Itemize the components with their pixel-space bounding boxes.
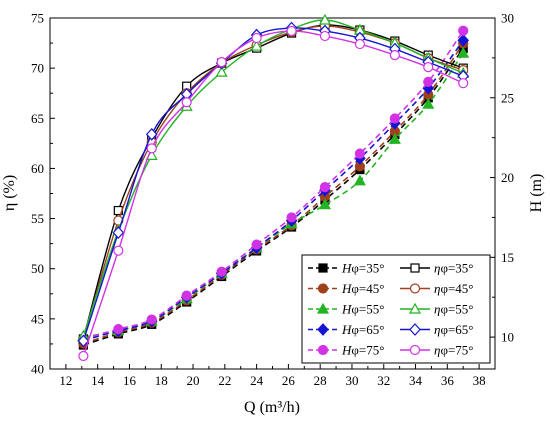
y-left-tick-label: 45 [31, 311, 44, 326]
head-point-4 [251, 239, 262, 250]
ticks-layer: 12 14 16 18 20 22 24 26 28 30 32 34 36 38 40 45 50 55 60 65… [31, 11, 514, 389]
head-point-2 [457, 46, 470, 58]
y-left-tick-label: 70 [31, 61, 44, 76]
eff-point-4 [216, 57, 227, 68]
eff-point-4 [78, 350, 89, 362]
eff-point-3 [145, 127, 158, 141]
eff-point-4 [251, 32, 262, 44]
y-right-tick-label: 15 [501, 250, 514, 265]
head-point-4 [319, 182, 331, 193]
legend-label-head-2: Hφ=55° [341, 302, 384, 317]
y-right-tick-label: 20 [501, 170, 514, 185]
eff-point-4 [146, 143, 157, 154]
x-tick-label: 30 [345, 373, 358, 388]
head-point-4 [458, 25, 469, 36]
x-tick-label: 34 [409, 373, 423, 388]
head-line-3 [83, 39, 464, 342]
x-tick-label: 14 [91, 373, 105, 388]
y-left-tick-label: 65 [31, 111, 44, 126]
x-tick-label: 36 [441, 373, 455, 388]
eff-point-4 [354, 38, 366, 50]
eff-point-4 [286, 25, 297, 37]
head-point-4 [216, 266, 227, 277]
series-layer [77, 13, 470, 362]
legend-marker-eff-4 [409, 344, 421, 356]
x-tick-label: 20 [187, 373, 200, 388]
head-point-2 [388, 133, 401, 144]
legend-label-eff-4: ηφ=75° [434, 343, 474, 358]
eff-point-3 [112, 226, 125, 240]
y-left-tick-label: 40 [31, 362, 44, 377]
legend-marker-eff-1 [409, 283, 421, 294]
head-point-4 [146, 314, 157, 325]
legend-marker-eff-3 [409, 323, 421, 336]
legend-marker-head-1 [317, 283, 329, 294]
eff-point-2 [318, 13, 331, 25]
y-left-tick-label: 75 [31, 11, 44, 26]
legend-marker-head-4 [317, 344, 329, 356]
legend-label-eff-2: ηφ=55° [434, 302, 474, 317]
y-left-axis-title: η (%) [1, 175, 18, 211]
head-point-2 [422, 97, 435, 109]
legend-label-head-0: Hφ=35° [341, 261, 384, 276]
eff-point-4 [181, 97, 192, 108]
x-tick-label: 26 [282, 373, 296, 388]
eff-point-4 [319, 30, 331, 42]
x-tick-label: 24 [250, 373, 264, 388]
legend-label-eff-3: ηφ=65° [434, 322, 474, 337]
legend-label-head-4: Hφ=75° [341, 343, 384, 358]
x-tick-label: 18 [155, 373, 168, 388]
x-tick-label: 12 [59, 373, 72, 388]
x-tick-label: 32 [377, 373, 390, 388]
legend: Hφ=35° Hφ=45° Hφ=55° Hφ=65° Hφ=75° ηφ=35° ηφ=4… [301, 254, 491, 364]
legend-label-eff-0: ηφ=35° [434, 261, 474, 276]
head-point-4 [286, 212, 297, 223]
head-point-4 [113, 324, 124, 335]
legend-label-head-3: Hφ=65° [341, 322, 384, 337]
legend-marker-eff-2 [408, 302, 422, 314]
head-point-4 [423, 76, 434, 87]
legend-marker-head-3 [317, 323, 329, 336]
eff-point-2 [250, 39, 263, 51]
y-right-tick-label: 30 [501, 11, 514, 26]
head-point-4 [181, 290, 192, 301]
x-tick-label: 28 [314, 373, 327, 388]
head-point-3 [457, 33, 470, 47]
eff-point-4 [389, 50, 400, 61]
legend-label-head-1: Hφ=45° [341, 281, 384, 296]
y-left-tick-label: 60 [31, 161, 44, 176]
y-left-tick-label: 55 [31, 211, 44, 226]
eff-point-2 [215, 65, 228, 77]
eff-point-4 [458, 78, 469, 89]
head-point-2 [318, 198, 331, 210]
eff-point-4 [113, 245, 124, 256]
legend-label-eff-1: ηφ=45° [434, 281, 474, 296]
x-tick-label: 22 [218, 373, 231, 388]
y-right-tick-label: 25 [501, 90, 514, 105]
legend-marker-head-0 [318, 263, 328, 273]
y-right-tick-label: 10 [501, 330, 514, 345]
eff-point-3 [77, 334, 90, 348]
head-point-4 [354, 148, 366, 159]
legend-marker-head-2 [316, 302, 330, 314]
x-tick-label: 38 [473, 373, 486, 388]
head-point-2 [353, 174, 366, 186]
y-right-axis-title: H (m) [528, 174, 545, 213]
legend-marker-eff-0 [410, 263, 420, 273]
head-line-2 [83, 52, 464, 338]
y-left-tick-label: 50 [31, 261, 44, 276]
head-point-4 [389, 113, 400, 124]
x-tick-label: 16 [123, 373, 137, 388]
x-axis-title: Q (m³/h) [244, 399, 300, 416]
eff-point-4 [423, 62, 434, 73]
